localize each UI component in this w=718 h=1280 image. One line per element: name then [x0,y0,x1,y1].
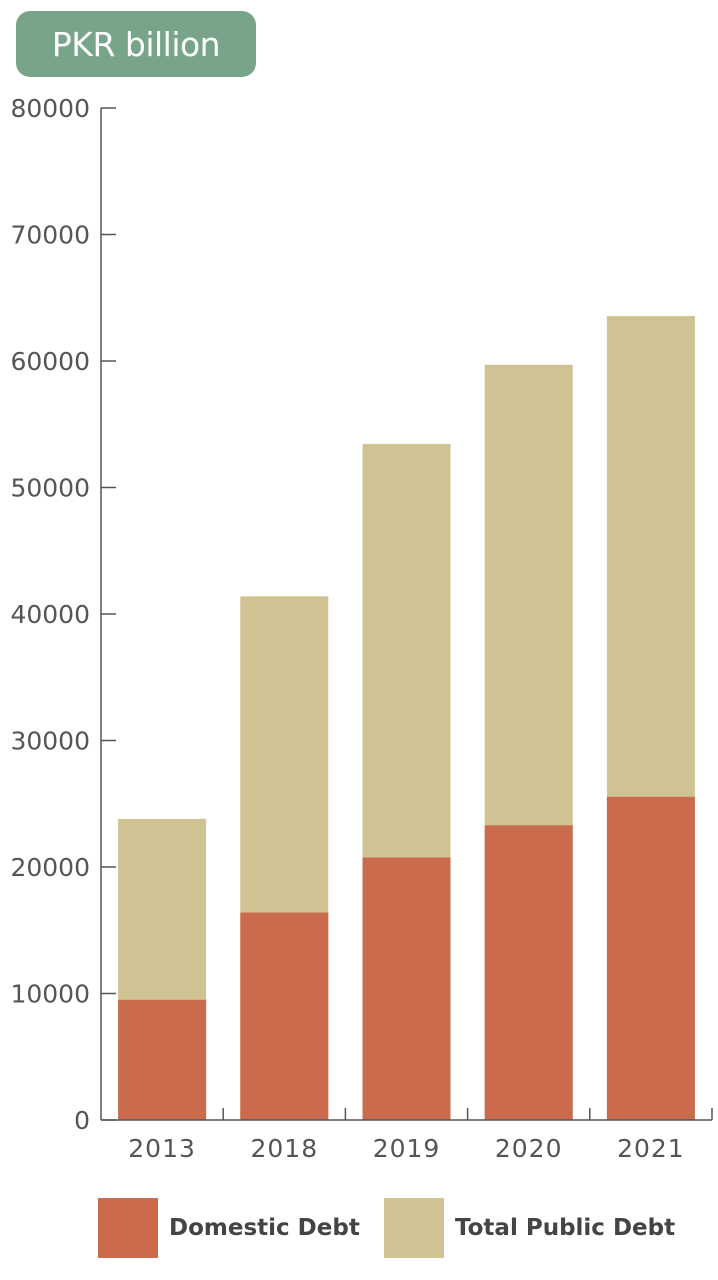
bar-chart: 0 10000 20000 30000 40000 50000 60000 70000 8000… [10,94,713,1163]
y-tick-label-80000: 80000 [10,94,90,123]
bar-domestic-debt-2020 [484,825,573,1120]
bars-group [118,316,695,1121]
legend-total-label: Total Public Debt [455,1215,676,1241]
legend-domestic-label: Domestic Debt [169,1215,360,1241]
legend-total: Total Public Debt [384,1198,675,1258]
axes-group [100,107,713,1121]
x-tick-label-2013: 2013 [128,1134,196,1163]
legend-domestic-swatch [98,1198,158,1258]
bar-domestic-debt-2021 [606,796,695,1120]
y-tick-label-0: 0 [74,1106,90,1135]
y-tick-label-70000: 70000 [10,221,90,250]
x-tick-label-2018: 2018 [250,1134,318,1163]
unit-badge: PKR billion [16,11,256,77]
x-tick-label-2020: 2020 [495,1134,563,1163]
y-tick-label-10000: 10000 [10,980,90,1009]
y-tick-label-40000: 40000 [10,600,90,629]
x-tick-label-2021: 2021 [617,1134,685,1163]
bar-domestic-debt-2013 [118,999,207,1120]
bar-domestic-debt-2019 [362,857,451,1120]
labels-group: 0 10000 20000 30000 40000 50000 60000 70000 8000… [10,94,685,1163]
legend-domestic: Domestic Debt [98,1198,360,1258]
y-tick-label-50000: 50000 [10,474,90,503]
x-tick-label-2019: 2019 [373,1134,441,1163]
bar-domestic-debt-2018 [240,912,329,1120]
y-tick-label-60000: 60000 [10,347,90,376]
unit-label: PKR billion [51,24,221,64]
y-tick-label-30000: 30000 [10,727,90,756]
legend-total-swatch [384,1198,444,1258]
y-tick-label-20000: 20000 [10,853,90,882]
